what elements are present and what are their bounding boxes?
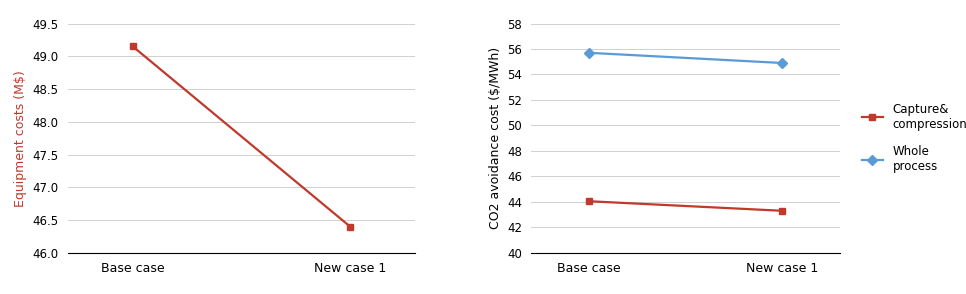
Capture&
compression <box>583 200 595 203</box>
Line: Capture&
compression: Capture& compression <box>585 198 786 214</box>
Y-axis label: CO2 avoidance cost ($/MWh): CO2 avoidance cost ($/MWh) <box>489 47 501 229</box>
Y-axis label: Equipment costs (M$): Equipment costs (M$) <box>14 70 27 207</box>
Whole
process <box>583 51 595 55</box>
Line: Whole
process: Whole process <box>585 49 786 66</box>
Legend: Capture&
compression, Whole
process: Capture& compression, Whole process <box>862 103 966 173</box>
Whole
process <box>777 61 788 65</box>
Capture&
compression <box>777 209 788 213</box>
